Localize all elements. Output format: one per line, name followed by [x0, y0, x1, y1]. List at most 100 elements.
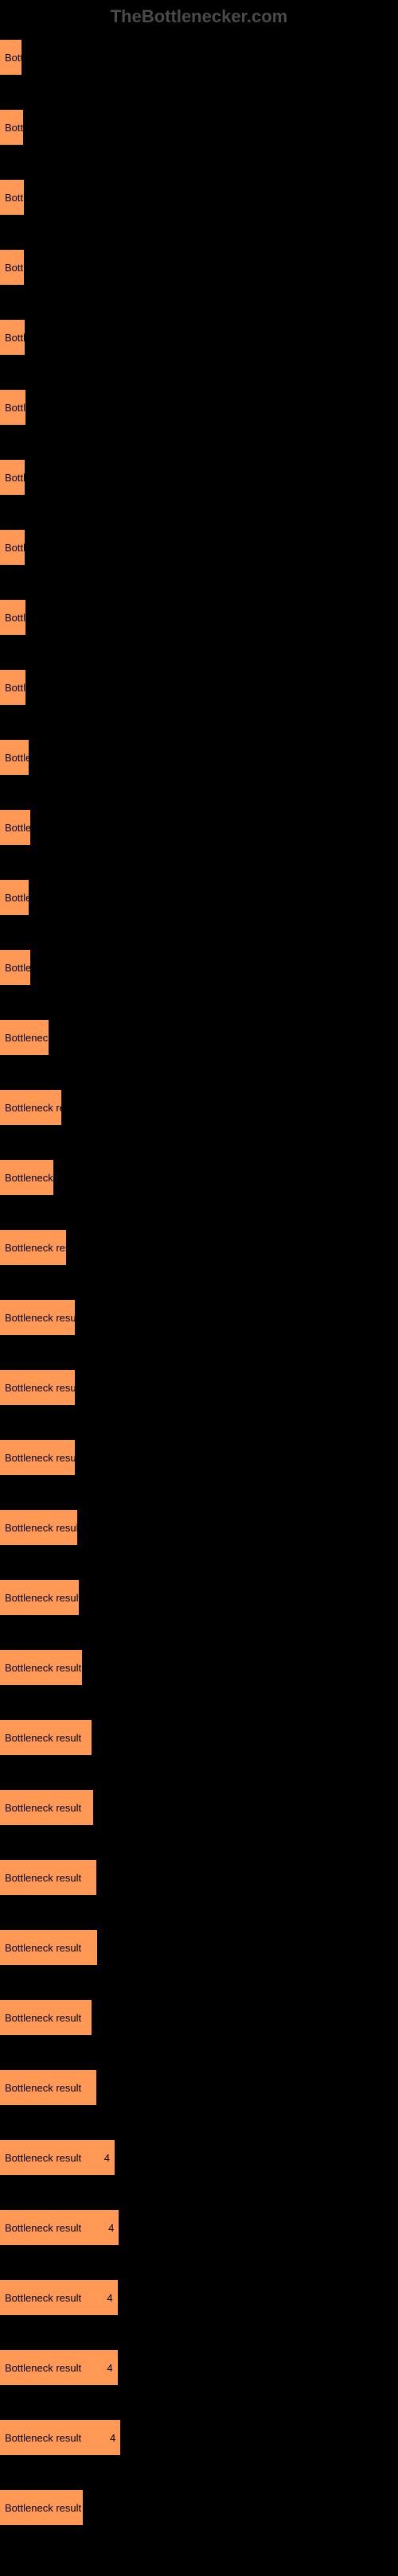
bar-track: Bottleneck result	[0, 1440, 398, 1475]
bar-text: Bottleneck result	[0, 1370, 81, 1405]
bar-row: Bottleneck result	[0, 1510, 398, 1566]
bar-text: Bottl	[0, 40, 25, 75]
bar-row: Bottlene	[0, 740, 398, 796]
bar-row: Bottlenec	[0, 810, 398, 866]
bar-row: Bottleneck result	[0, 1930, 398, 1986]
bar-track: Bottleneck result	[0, 1370, 398, 1405]
bar-track: Bottlene	[0, 740, 398, 775]
bar-row: Bottleneck result	[0, 2070, 398, 2126]
bar-track: Bottle	[0, 530, 398, 565]
bar-text: Bottleneck result	[0, 2350, 81, 2385]
bar-row: Bottleneck result	[0, 2000, 398, 2056]
bar-row: Bottleneck result	[0, 1790, 398, 1846]
bar-text: Bottleneck result	[0, 2140, 81, 2175]
bar-track: Bottler	[0, 600, 398, 635]
bar-text: Bottleneck result	[0, 1510, 81, 1545]
bar-row: Bottleneck result	[0, 1440, 398, 1496]
bar-row: Bottleneck result	[0, 1650, 398, 1706]
bar-text: Bottleneck result	[0, 1580, 81, 1615]
bar-row: Bottler	[0, 600, 398, 656]
bar-value-suffix: 4	[107, 2362, 112, 2374]
bar-track: Bottleneck result	[0, 1300, 398, 1335]
bar-row: Bottl	[0, 110, 398, 165]
bar-text: Bottlene	[0, 880, 43, 915]
bar-track: Bottleneck result	[0, 2490, 398, 2525]
bar-text: Bottl	[0, 110, 25, 145]
bar-track: Bottl	[0, 110, 398, 145]
bar-text: Bottleneck result	[0, 2490, 81, 2525]
bar-value-suffix: 4	[108, 2222, 114, 2234]
bar-text: Bottlenec	[0, 950, 48, 985]
bar-track: Bottler	[0, 670, 398, 705]
bar-row: Bottlene	[0, 880, 398, 936]
bar-text: Bottleneck result	[0, 1720, 81, 1755]
bar-text: Bottle	[0, 460, 31, 495]
bar-row: Bottler	[0, 670, 398, 726]
bar-track: Bottleneck res	[0, 1160, 398, 1195]
bar-track: Bottl	[0, 40, 398, 75]
bar-text: Bottleneck result	[0, 2000, 81, 2035]
watermark-text: TheBottlenecker.com	[0, 0, 398, 37]
bar-track: Bottle	[0, 320, 398, 355]
bar-row: 4 Bottleneck result	[0, 2350, 398, 2406]
bar-row: Bottleneck result	[0, 2490, 398, 2546]
bar-text: Bottle	[0, 320, 31, 355]
bar-track: Bottleneck result	[0, 1510, 398, 1545]
bar-text: Bottleneck result	[0, 1300, 81, 1335]
bar-track: Bottlenec	[0, 810, 398, 845]
bar-text: Bottleneck result	[0, 2420, 81, 2455]
bar-row: Bottle	[0, 460, 398, 516]
bar-row: Bottleneck result	[0, 1720, 398, 1776]
bar-text: Bottleneck res	[0, 1160, 70, 1195]
bar-track: Bottler	[0, 390, 398, 425]
bar-track: Bottleneck result	[0, 1230, 398, 1265]
bar-row: Bottleneck result	[0, 1370, 398, 1426]
bar-row: 4 Bottleneck result	[0, 2280, 398, 2336]
bar-row: Bottler	[0, 390, 398, 446]
bar-track: Bottleneck result	[0, 1090, 398, 1125]
bar-row: Bottle	[0, 320, 398, 376]
bar-row: Bottleneck result	[0, 1580, 398, 1636]
bar-row: 4 Bottleneck result	[0, 2210, 398, 2266]
bar-track: Bottle	[0, 250, 398, 285]
bar-row: Bottleneck result	[0, 1860, 398, 1916]
bar-value-suffix: 4	[104, 2152, 110, 2164]
bar-row: Bottleneck result	[0, 1230, 398, 1286]
bar-track: Bottlene	[0, 880, 398, 915]
bar-track: Bottleneck result	[0, 1790, 398, 1825]
bar-text: Bottleneck result	[0, 2210, 81, 2245]
bar-row: Bottleneck res	[0, 1160, 398, 1216]
bar-text: Bottler	[0, 600, 35, 635]
bar-value-suffix: 4	[107, 2292, 112, 2304]
bar-track: Bottleneck result	[0, 1930, 398, 1965]
bar-track: 4 Bottleneck result	[0, 2420, 398, 2455]
bar-text: Bottleneck result	[0, 1090, 81, 1125]
bar-text: Bottle	[0, 250, 31, 285]
bar-text: Bottleneck result	[0, 1860, 81, 1895]
bar-text: Bottleneck result	[0, 1230, 81, 1265]
bar-row: Bottl	[0, 40, 398, 95]
bar-row: Bottle	[0, 250, 398, 305]
bar-row: Bottlenec	[0, 950, 398, 1006]
bar-text: Bottleneck result	[0, 2280, 81, 2315]
bar-row: 4 Bottleneck result	[0, 2140, 398, 2196]
bar-track: 4 Bottleneck result	[0, 2210, 398, 2245]
bar-track: Bottlenec	[0, 950, 398, 985]
bar-track: Bottle	[0, 460, 398, 495]
bar-row: Bottleneck re	[0, 1020, 398, 1076]
bar-text: Bottleneck re	[0, 1020, 65, 1055]
bar-track: 4 Bottleneck result	[0, 2140, 398, 2175]
bar-row: Bottleneck result	[0, 1090, 398, 1146]
bar-track: 4 Bottleneck result	[0, 2280, 398, 2315]
bar-text: Bottle	[0, 180, 31, 215]
bar-track: Bottleneck re	[0, 1020, 398, 1055]
bar-track: Bottleneck result	[0, 2000, 398, 2035]
bar-text: Bottlenec	[0, 810, 48, 845]
bar-value-suffix: 4	[110, 2432, 115, 2444]
bar-text: Bottleneck result	[0, 1650, 81, 1685]
bar-text: Bottlene	[0, 740, 43, 775]
bar-track: Bottleneck result	[0, 1860, 398, 1895]
bar-text: Bottler	[0, 670, 35, 705]
bar-text: Bottle	[0, 530, 31, 565]
bar-track: Bottleneck result	[0, 1720, 398, 1755]
